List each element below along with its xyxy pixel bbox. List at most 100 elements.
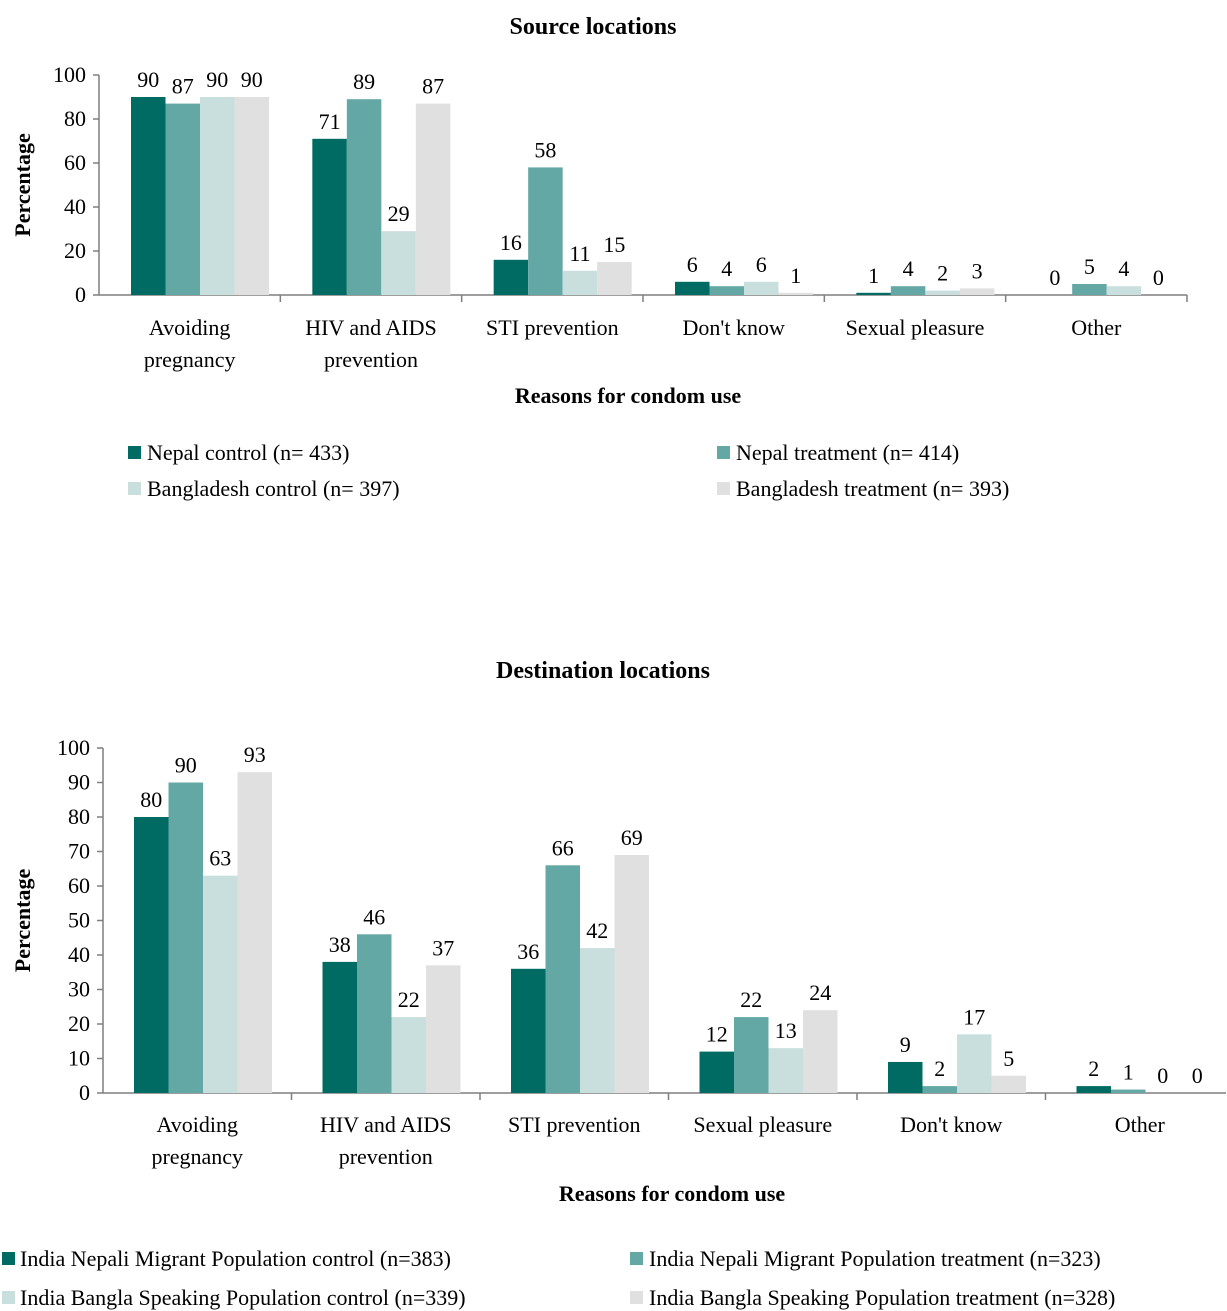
category-label: STI prevention bbox=[508, 1112, 641, 1137]
y-tick-label: 10 bbox=[68, 1046, 90, 1071]
data-label: 69 bbox=[621, 825, 643, 850]
data-label: 0 bbox=[1192, 1063, 1203, 1088]
bar bbox=[922, 1086, 957, 1093]
data-label: 2 bbox=[937, 261, 948, 286]
bar bbox=[312, 138, 347, 295]
bar bbox=[346, 99, 382, 295]
y-tick-label: 30 bbox=[68, 977, 90, 1002]
data-label: 17 bbox=[963, 1004, 985, 1029]
data-label: 12 bbox=[706, 1022, 728, 1047]
y-tick-label: 0 bbox=[79, 1080, 90, 1105]
y-tick-label: 100 bbox=[53, 62, 86, 87]
bar bbox=[131, 97, 166, 295]
data-label: 1 bbox=[1123, 1060, 1134, 1085]
data-label: 2 bbox=[1088, 1056, 1099, 1081]
data-label: 4 bbox=[903, 256, 914, 281]
category-label: STI prevention bbox=[486, 315, 619, 340]
data-label: 71 bbox=[319, 109, 341, 134]
bar bbox=[959, 288, 995, 295]
data-label: 87 bbox=[422, 74, 444, 99]
bar bbox=[803, 1010, 838, 1093]
data-label: 6 bbox=[756, 252, 767, 277]
category-label: HIV and AIDS bbox=[320, 1112, 452, 1137]
bar bbox=[890, 286, 926, 295]
bar bbox=[426, 965, 461, 1093]
data-label: 15 bbox=[603, 232, 625, 257]
bar bbox=[744, 281, 779, 295]
y-tick-label: 20 bbox=[64, 238, 86, 263]
bar bbox=[237, 772, 272, 1093]
data-label: 0 bbox=[1153, 265, 1164, 290]
chart-title: Source locations bbox=[510, 14, 677, 40]
data-label: 90 bbox=[241, 67, 263, 92]
legend-label: India Bangla Speaking Population treatme… bbox=[649, 1285, 1115, 1310]
data-label: 90 bbox=[175, 753, 197, 778]
x-axis-title: Reasons for condom use bbox=[559, 1181, 786, 1206]
chart-title: Destination locations bbox=[496, 658, 710, 684]
legend-swatch bbox=[717, 482, 730, 495]
category-label: Other bbox=[1071, 315, 1122, 340]
y-tick-label: 60 bbox=[68, 873, 90, 898]
legend-swatch bbox=[2, 1252, 15, 1265]
y-axis-title: Percentage bbox=[10, 133, 35, 237]
bar bbox=[322, 961, 357, 1093]
data-label: 89 bbox=[353, 69, 375, 94]
data-label: 90 bbox=[137, 67, 159, 92]
category-label: pregnancy bbox=[151, 1144, 243, 1169]
data-label: 22 bbox=[398, 987, 420, 1012]
data-label: 4 bbox=[721, 256, 732, 281]
category-label: prevention bbox=[339, 1144, 433, 1169]
data-label: 13 bbox=[775, 1018, 797, 1043]
y-tick-label: 0 bbox=[75, 282, 86, 307]
bar bbox=[1111, 1089, 1146, 1093]
bar bbox=[1076, 1086, 1111, 1093]
bar bbox=[511, 968, 546, 1093]
data-label: 80 bbox=[140, 787, 162, 812]
legend-label: India Bangla Speaking Population control… bbox=[20, 1285, 466, 1310]
bar bbox=[709, 286, 744, 295]
y-tick-label: 40 bbox=[68, 942, 90, 967]
legend-label: India Nepali Migrant Population treatmen… bbox=[649, 1246, 1101, 1271]
legend-swatch bbox=[2, 1291, 15, 1304]
bar bbox=[675, 281, 710, 295]
bar bbox=[1072, 284, 1107, 295]
y-tick-label: 40 bbox=[64, 194, 86, 219]
category-label: Other bbox=[1115, 1112, 1166, 1137]
bar bbox=[734, 1017, 769, 1093]
x-axis-title: Reasons for condom use bbox=[515, 383, 742, 408]
y-tick-label: 60 bbox=[64, 150, 86, 175]
bar bbox=[493, 259, 529, 295]
data-label: 63 bbox=[209, 846, 231, 871]
y-tick-label: 80 bbox=[68, 804, 90, 829]
y-tick-label: 90 bbox=[68, 770, 90, 795]
data-label: 5 bbox=[1084, 254, 1095, 279]
data-label: 24 bbox=[809, 980, 831, 1005]
bar bbox=[991, 1075, 1026, 1093]
data-label: 66 bbox=[552, 835, 574, 860]
legend-swatch bbox=[630, 1252, 643, 1265]
bar bbox=[597, 262, 632, 295]
data-label: 36 bbox=[517, 939, 539, 964]
category-label: prevention bbox=[324, 347, 418, 372]
category-label: Sexual pleasure bbox=[693, 1112, 832, 1137]
data-label: 11 bbox=[569, 241, 590, 266]
bar bbox=[357, 934, 392, 1093]
category-label: Don't know bbox=[900, 1112, 1002, 1137]
data-label: 38 bbox=[329, 932, 351, 957]
data-label: 4 bbox=[1118, 256, 1129, 281]
y-tick-label: 50 bbox=[68, 908, 90, 933]
bar bbox=[415, 103, 451, 295]
data-label: 9 bbox=[900, 1032, 911, 1057]
bar bbox=[134, 817, 169, 1093]
data-label: 93 bbox=[244, 742, 266, 767]
source-locations-chart: Source locations020406080100Percentage90… bbox=[10, 14, 1188, 501]
category-label: Avoiding bbox=[149, 315, 230, 340]
legend-label: Nepal treatment (n= 414) bbox=[736, 440, 959, 465]
data-label: 0 bbox=[1157, 1063, 1168, 1088]
y-tick-label: 20 bbox=[68, 1011, 90, 1036]
data-label: 22 bbox=[740, 987, 762, 1012]
y-tick-label: 100 bbox=[57, 735, 90, 760]
bar bbox=[203, 875, 238, 1093]
data-label: 90 bbox=[206, 67, 228, 92]
data-label: 3 bbox=[972, 258, 983, 283]
